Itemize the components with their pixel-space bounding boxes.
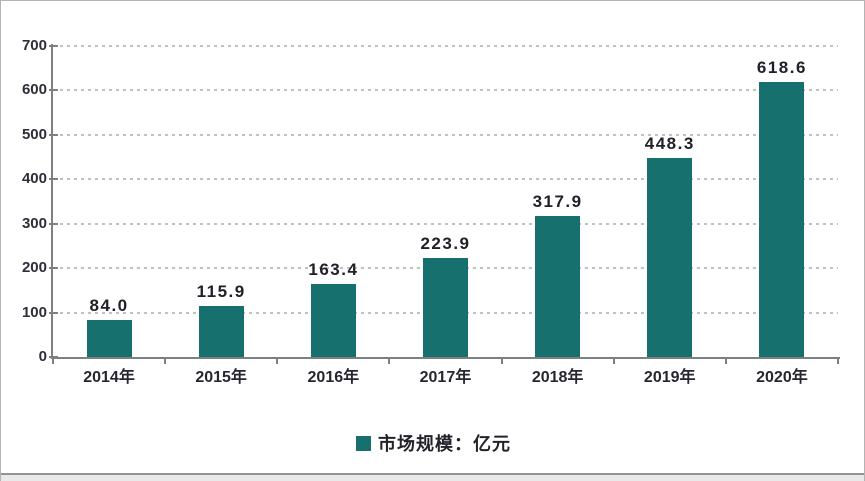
bar-value-label-2019年: 448.3 (644, 133, 695, 153)
frame-bottom-edge (1, 473, 864, 481)
y-axis-label-400: 400 (21, 170, 47, 188)
gridline-600 (53, 89, 838, 92)
y-axis-label-300: 300 (21, 214, 47, 232)
bar-value-label-2017年: 223.9 (420, 233, 471, 253)
y-tick-400 (49, 178, 58, 181)
y-tick-100 (49, 311, 58, 314)
gridline-300 (53, 222, 838, 225)
x-axis-label-2018年: 2018年 (531, 369, 584, 386)
x-axis-label-2014年: 2014年 (83, 369, 135, 386)
y-axis-line (51, 44, 53, 359)
bar-2016年 (310, 284, 356, 357)
bar-value-label-2016年: 163.4 (308, 260, 359, 280)
y-axis-label-600: 600 (21, 81, 47, 99)
x-axis-label-2016年: 2016年 (307, 369, 360, 386)
x-tick-5 (612, 357, 615, 364)
x-tick-4 (500, 357, 503, 364)
y-tick-200 (49, 267, 58, 270)
y-axis-label-0: 0 (38, 348, 47, 365)
x-tick-2 (276, 357, 279, 364)
x-tick-7 (837, 357, 839, 364)
bar-value-label-2014年: 84.0 (89, 295, 129, 315)
bar-2014年 (86, 319, 132, 357)
legend-swatch-icon (356, 435, 371, 451)
y-axis-label-100: 100 (21, 303, 47, 321)
y-tick-600 (49, 89, 58, 92)
x-axis-label-2019年: 2019年 (643, 369, 696, 386)
y-tick-700 (49, 45, 58, 47)
y-axis-label-500: 500 (21, 125, 47, 143)
x-tick-1 (164, 357, 167, 364)
x-tick-6 (724, 357, 727, 364)
y-axis-label-700: 700 (21, 37, 47, 54)
gridline-700 (53, 45, 838, 47)
x-axis-label-2017年: 2017年 (419, 369, 472, 386)
x-axis-line (51, 357, 840, 359)
bar-2017年 (423, 257, 468, 357)
bar-2019年 (647, 157, 693, 357)
y-tick-300 (49, 222, 58, 225)
x-axis-label-2020年: 2020年 (756, 369, 808, 386)
x-tick-0 (52, 357, 54, 364)
bar-2020年 (759, 82, 805, 357)
x-axis-label-2015年: 2015年 (195, 369, 247, 386)
bar-value-label-2020年: 618.6 (756, 58, 807, 78)
bar-2015年 (198, 305, 244, 357)
gridline-400 (53, 178, 838, 181)
y-tick-500 (49, 133, 58, 136)
legend-label: 市场规模：亿元 (378, 434, 511, 454)
bar-value-label-2015年: 115.9 (196, 281, 246, 301)
x-tick-3 (388, 357, 391, 364)
y-axis-label-200: 200 (21, 259, 47, 277)
gridline-500 (53, 133, 838, 136)
legend: 市场规模：亿元 (1, 431, 864, 455)
bar-2018年 (535, 215, 581, 357)
bar-value-label-2018年: 317.9 (532, 191, 583, 211)
